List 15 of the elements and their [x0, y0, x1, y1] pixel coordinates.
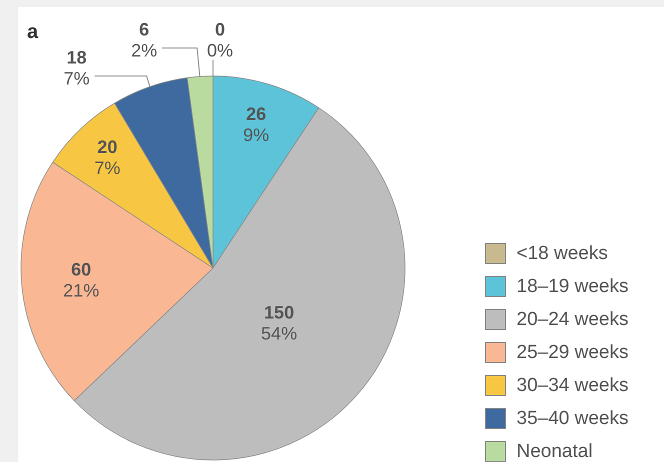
legend-label: 30–34 weeks	[516, 375, 628, 396]
data-label: 18 7%	[64, 48, 90, 88]
legend-label: Neonatal	[516, 441, 593, 462]
legend-label: 18–19 weeks	[516, 276, 628, 297]
legend-label: 20–24 weeks	[516, 309, 628, 330]
data-label: 20 7%	[94, 136, 120, 178]
legend-label: 25–29 weeks	[516, 342, 628, 363]
legend-label: <18 weeks	[516, 243, 608, 264]
data-label: 6 2%	[131, 20, 158, 60]
data-label: 60 21%	[63, 259, 100, 300]
legend-label: 35–40 weeks	[516, 408, 628, 429]
data-label: 150 54%	[261, 302, 298, 344]
data-label: 26 9%	[243, 104, 270, 145]
text: 0 0%	[207, 20, 234, 60]
chart-title: a	[27, 21, 39, 43]
